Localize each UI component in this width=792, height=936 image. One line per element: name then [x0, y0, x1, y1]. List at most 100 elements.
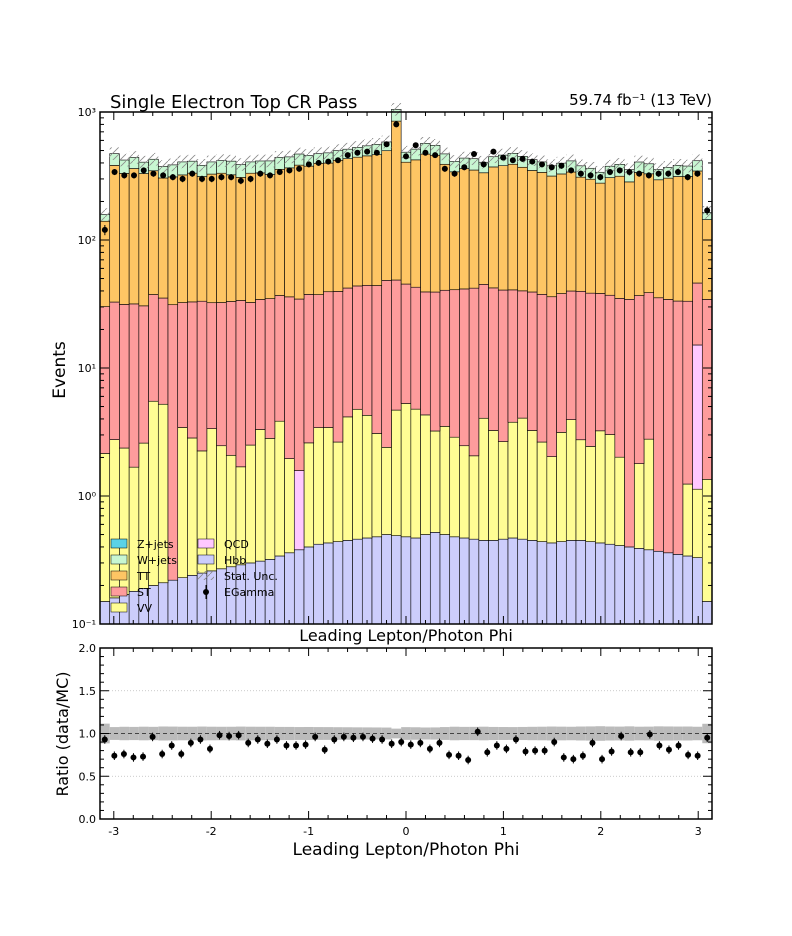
data-point [558, 162, 565, 169]
ratio-band-bin [605, 726, 615, 741]
bar [556, 541, 567, 625]
bar [663, 299, 674, 554]
bar [488, 166, 499, 289]
ratio-point [570, 754, 577, 764]
data-point [393, 121, 400, 128]
ratio-point [206, 744, 213, 754]
ratio-point [197, 735, 204, 744]
svg-text:Stat. Unc.: Stat. Unc. [224, 570, 278, 583]
bar [536, 294, 548, 443]
main-y-axis-label: Events [50, 341, 70, 399]
bar [536, 172, 548, 295]
bar [575, 439, 587, 541]
bar [216, 172, 227, 303]
ratio-point [579, 751, 586, 761]
ratio-point [350, 733, 357, 743]
ratio-point [551, 737, 558, 747]
data-point [383, 141, 390, 148]
bar [624, 181, 635, 300]
stat-unc-bin [236, 158, 246, 171]
legend-item-vv: VV [110, 602, 153, 615]
bar [99, 453, 111, 602]
bar [381, 534, 392, 625]
stat-unc-bin [168, 158, 178, 172]
ratio-point [560, 753, 567, 762]
data-point [655, 170, 662, 177]
bar [410, 537, 421, 625]
bar [478, 172, 489, 285]
bar [342, 540, 353, 625]
bar [497, 441, 509, 540]
bar [420, 291, 431, 416]
bar [293, 470, 305, 551]
bar [313, 162, 324, 295]
ratio-point [178, 749, 185, 759]
bar [284, 458, 295, 554]
ratio-point [532, 746, 539, 755]
bar [565, 290, 577, 420]
stat-unc-bin [148, 152, 159, 166]
bar [497, 289, 509, 442]
bar [429, 154, 441, 293]
ratio-point [187, 738, 194, 748]
legend-item-tt: TT [110, 570, 151, 583]
ratio-point [101, 735, 108, 744]
y-tick-label: 10² [78, 234, 96, 247]
legend: Z+jets W+jets TT ST VV QCD Hbb Stat. Unc. EGamma [110, 538, 278, 615]
stat-unc-bin [566, 154, 576, 168]
bar [274, 295, 285, 422]
svg-text:Z+jets: Z+jets [137, 538, 174, 551]
ratio-point [379, 735, 386, 744]
bar [468, 538, 480, 625]
bar [187, 301, 198, 439]
stat-unc-bin [187, 154, 198, 168]
bar [595, 182, 606, 294]
ratio-band-bin [381, 727, 392, 740]
ratio-point [293, 741, 300, 750]
bar [303, 546, 315, 625]
ratio-band-bin [206, 726, 217, 741]
main-x-axis-label: Leading Lepton/Photon Phi [299, 626, 513, 645]
bar [352, 156, 363, 287]
data-point [509, 157, 516, 164]
bar [400, 403, 412, 538]
stat-unc-bin [129, 151, 139, 164]
series-tt [99, 120, 713, 307]
bar [439, 426, 451, 535]
bar [371, 154, 383, 286]
data-point [131, 172, 137, 179]
ratio-y-tick-label: 1.0 [79, 728, 97, 741]
bar [536, 541, 548, 625]
bar [556, 432, 567, 542]
bar [391, 279, 402, 411]
ratio-point [388, 739, 395, 749]
bar [585, 541, 596, 625]
bar [595, 430, 606, 544]
ratio-point [646, 730, 653, 739]
bar [595, 293, 606, 432]
bar [565, 419, 577, 541]
ratio-y-tick-label: 2.0 [79, 642, 97, 655]
bar [575, 176, 587, 292]
ratio-y-tick-label: 0.5 [79, 770, 97, 783]
bar [352, 285, 363, 410]
bar [497, 165, 509, 291]
ratio-point [417, 738, 424, 748]
bar [381, 150, 392, 281]
ratio-point [608, 747, 615, 756]
bar [157, 582, 169, 625]
data-point [665, 170, 672, 177]
bar [119, 173, 130, 305]
data-point [548, 164, 555, 171]
bar [643, 549, 655, 625]
ratio-point [465, 755, 472, 765]
data-point [101, 225, 108, 236]
stat-unc-bin [206, 155, 217, 169]
bar [293, 164, 305, 300]
legend-item-hbb: Hbb [197, 554, 246, 567]
data-point [364, 148, 371, 155]
ratio-point [264, 739, 271, 749]
bar [410, 408, 421, 539]
main-plot-panel: 10⁻¹ 10⁰ 10¹ 10² 10³ Z+jets W+jets TT ST VV QCD Hb… [50, 103, 713, 645]
bar [507, 537, 519, 625]
